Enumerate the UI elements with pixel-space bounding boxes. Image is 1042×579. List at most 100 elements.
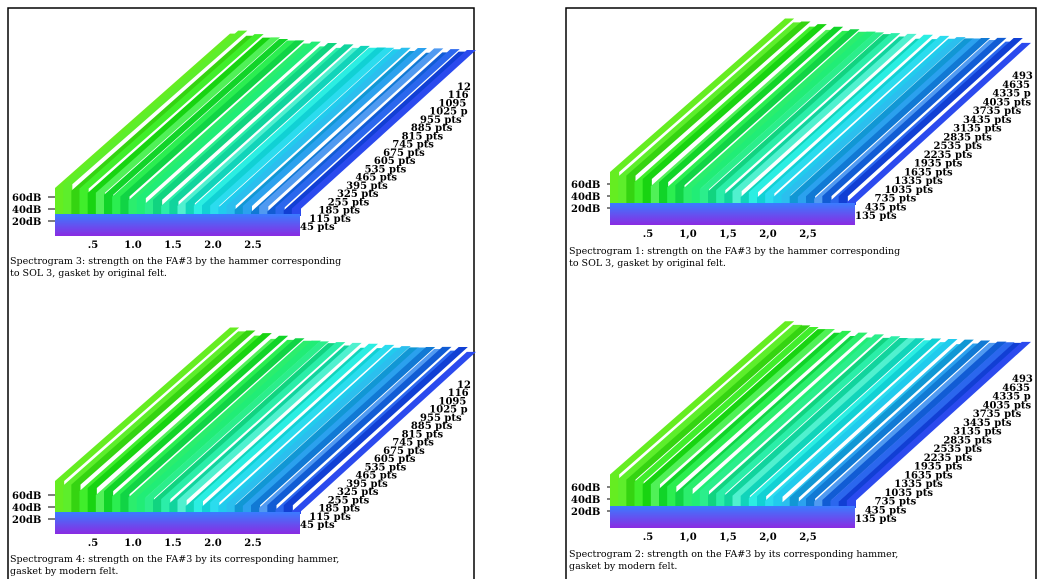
depth-label: 1635 pts — [904, 167, 953, 178]
depth-label: 2235 pts — [924, 150, 973, 161]
y-label: 60dB — [12, 491, 41, 502]
depth-label: 4335 p — [992, 89, 1030, 100]
x-label: 2.0 — [204, 538, 221, 549]
y-label: 60dB — [571, 483, 600, 494]
depth-label: 135 pts — [855, 514, 897, 525]
depth-label: 1035 pts — [884, 185, 933, 196]
depth-label: 395 pts — [346, 181, 388, 192]
depth-label: 435 pts — [865, 202, 907, 213]
x-label: 2,5 — [799, 229, 816, 240]
x-label: .5 — [643, 532, 653, 543]
caption: Spectrogram 1: strength on the FA#3 by t… — [569, 246, 900, 257]
depth-label: 185 pts — [318, 206, 360, 217]
depth-label: 3435 pts — [963, 418, 1012, 429]
surface-base — [610, 203, 855, 225]
depth-label: 255 pts — [328, 495, 370, 506]
depth-label: 45 pts — [300, 520, 335, 531]
y-label: 60dB — [571, 180, 600, 191]
depth-label: 2235 pts — [924, 453, 973, 464]
depth-label: 1335 pts — [894, 479, 943, 490]
depth-label: 1935 pts — [914, 159, 963, 170]
depth-label: 395 pts — [346, 479, 388, 490]
x-label: 2.5 — [244, 240, 261, 251]
depth-label: 2535 pts — [934, 444, 983, 455]
surface-ridge — [291, 50, 476, 216]
caption: Spectrogram 2: strength on the FA#3 by i… — [569, 549, 898, 560]
x-label: 1.5 — [164, 538, 181, 549]
depth-label: 465 pts — [355, 173, 397, 184]
depth-label: 45 pts — [300, 222, 335, 233]
depth-label: 955 pts — [420, 115, 462, 126]
x-label: 1.0 — [124, 240, 141, 251]
caption: to SOL 3, gasket by original felt. — [569, 258, 726, 269]
depth-label: 2835 pts — [943, 435, 992, 446]
x-label: .5 — [88, 240, 98, 251]
depth-label: 3735 pts — [973, 409, 1022, 420]
depth-label: 4335 p — [992, 392, 1030, 403]
y-label: 40dB — [12, 205, 41, 216]
depth-label: 955 pts — [420, 413, 462, 424]
x-label: .5 — [88, 538, 98, 549]
depth-label: 435 pts — [865, 505, 907, 516]
depth-label: 115 pts — [309, 214, 351, 225]
x-label: 2,0 — [759, 532, 776, 543]
depth-label: 493 — [1012, 71, 1033, 82]
panel-frame — [565, 7, 1037, 579]
depth-label: 1095 — [439, 98, 467, 109]
depth-label: 4635 — [1002, 80, 1030, 91]
depth-label: 135 pts — [855, 211, 897, 222]
depth-label: 3135 pts — [953, 427, 1002, 438]
depth-label: 1035 pts — [884, 488, 933, 499]
depth-label: 1635 pts — [904, 470, 953, 481]
depth-label: 815 pts — [402, 131, 444, 142]
depth-label: 255 pts — [328, 197, 370, 208]
depth-label: 1025 p — [429, 405, 467, 416]
depth-label: 745 pts — [392, 140, 434, 151]
y-label: 40dB — [12, 503, 41, 514]
caption: gasket by modern felt. — [569, 561, 677, 572]
y-label: 20dB — [571, 204, 600, 215]
x-label: 1.5 — [164, 240, 181, 251]
depth-label: 675 pts — [383, 148, 425, 159]
caption: gasket by modern felt. — [10, 566, 118, 577]
depth-label: 115 pts — [309, 512, 351, 523]
caption: Spectrogram 4: strength on the FA#3 by i… — [10, 554, 339, 565]
surface-ridge — [291, 351, 476, 514]
depth-label: 1025 p — [429, 107, 467, 118]
x-label: 2.5 — [244, 538, 261, 549]
x-label: 1,0 — [679, 229, 696, 240]
depth-label: 325 pts — [337, 189, 379, 200]
depth-label: 605 pts — [374, 156, 416, 167]
depth-label: 4035 pts — [983, 97, 1032, 108]
y-label: 40dB — [571, 495, 600, 506]
surface-ridge — [830, 342, 1015, 508]
depth-label: 3435 pts — [963, 115, 1012, 126]
x-label: 1.0 — [124, 538, 141, 549]
x-label: 2,0 — [759, 229, 776, 240]
depth-label: 1095 — [439, 396, 467, 407]
surface-base — [55, 512, 300, 534]
depth-label: 1935 pts — [914, 462, 963, 473]
depth-label: 815 pts — [402, 429, 444, 440]
depth-label: 4635 — [1002, 383, 1030, 394]
depth-label: 605 pts — [374, 454, 416, 465]
depth-label: 885 pts — [411, 123, 453, 134]
depth-label: 493 — [1012, 374, 1033, 385]
depth-label: 4035 pts — [983, 400, 1032, 411]
depth-label: 2535 pts — [934, 141, 983, 152]
depth-label: 3735 pts — [973, 106, 1022, 117]
depth-label: 1335 pts — [894, 176, 943, 187]
depth-label: 12 — [457, 82, 471, 93]
y-label: 60dB — [12, 193, 41, 204]
depth-label: 735 pts — [875, 194, 917, 205]
depth-label: 116 — [448, 388, 469, 399]
x-label: 1,0 — [679, 532, 696, 543]
depth-label: 12 — [457, 380, 471, 391]
depth-label: 116 — [448, 90, 469, 101]
depth-label: 535 pts — [365, 462, 407, 473]
surface-base — [610, 506, 855, 528]
y-label: 20dB — [571, 507, 600, 518]
x-label: 1,5 — [719, 532, 736, 543]
